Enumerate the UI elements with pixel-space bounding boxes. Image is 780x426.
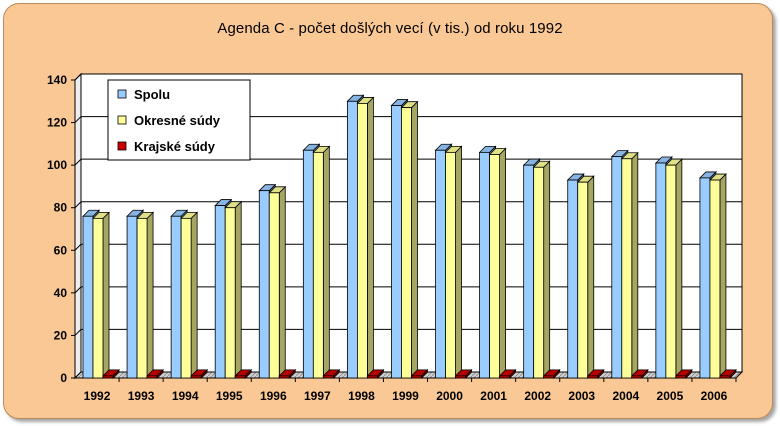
bar-side bbox=[366, 96, 374, 379]
bar bbox=[499, 375, 511, 379]
bar bbox=[258, 190, 270, 379]
x-tick-label: 1998 bbox=[348, 389, 375, 403]
bar bbox=[621, 158, 633, 379]
bar bbox=[479, 151, 491, 379]
bar bbox=[577, 181, 589, 379]
bar-side bbox=[278, 185, 286, 379]
bar bbox=[146, 375, 158, 379]
chart-title: Agenda C - počet došlých vecí (v tis.) o… bbox=[217, 20, 563, 37]
bar bbox=[224, 207, 236, 379]
bar bbox=[92, 217, 104, 379]
y-tick-label: 40 bbox=[54, 286, 68, 300]
x-tick-label: 1995 bbox=[216, 389, 243, 403]
bar-side bbox=[411, 100, 418, 379]
y-tick-label: 100 bbox=[47, 158, 67, 172]
bar bbox=[699, 177, 711, 379]
bar bbox=[567, 179, 579, 379]
legend-box bbox=[107, 79, 251, 161]
bar bbox=[523, 164, 535, 379]
bar bbox=[533, 166, 545, 379]
bar bbox=[302, 149, 314, 379]
y-tick-label: 140 bbox=[47, 73, 67, 87]
bar bbox=[234, 375, 246, 379]
bar bbox=[435, 149, 446, 379]
bar bbox=[611, 156, 623, 379]
bar-side bbox=[102, 211, 110, 379]
legend-swatch bbox=[117, 115, 127, 125]
bar bbox=[665, 164, 677, 379]
bar bbox=[445, 151, 456, 379]
bar bbox=[356, 103, 368, 379]
bar bbox=[631, 375, 643, 379]
y-tick-label: 80 bbox=[54, 201, 68, 215]
bar-side bbox=[499, 147, 507, 379]
bar-side bbox=[146, 211, 154, 379]
bar bbox=[126, 215, 138, 379]
x-tick-label: 2002 bbox=[524, 389, 551, 403]
bar-side bbox=[543, 160, 551, 379]
legend-swatch bbox=[117, 89, 127, 99]
y-tick-label: 20 bbox=[54, 328, 68, 342]
bar-side bbox=[587, 175, 595, 379]
bar bbox=[190, 375, 202, 379]
x-tick-label: 1994 bbox=[172, 389, 199, 403]
bar bbox=[455, 375, 466, 379]
bar bbox=[268, 192, 280, 379]
x-tick-label: 1997 bbox=[304, 389, 331, 403]
bar-side bbox=[322, 145, 330, 379]
y-tick-label: 60 bbox=[54, 243, 68, 257]
x-tick-label: 1996 bbox=[260, 389, 287, 403]
x-tick-label: 1999 bbox=[392, 389, 419, 403]
bar bbox=[180, 217, 192, 379]
bar-side bbox=[234, 200, 242, 379]
x-tick-label: 1992 bbox=[84, 389, 111, 403]
x-tick-label: 2001 bbox=[480, 389, 507, 403]
bar bbox=[543, 375, 555, 379]
bar bbox=[136, 217, 148, 379]
bar bbox=[401, 107, 412, 379]
bar-side bbox=[719, 173, 727, 379]
bar bbox=[675, 375, 687, 379]
legend-label: Spolu bbox=[134, 87, 170, 102]
bar bbox=[719, 375, 731, 379]
x-tick-label: 1993 bbox=[128, 389, 155, 403]
x-tick-label: 2004 bbox=[612, 389, 639, 403]
bar-side bbox=[631, 151, 639, 379]
y-tick-label: 0 bbox=[60, 371, 67, 385]
bar-side bbox=[190, 211, 198, 379]
bar bbox=[346, 100, 358, 379]
x-tick-label: 2005 bbox=[657, 389, 684, 403]
x-tick-label: 2003 bbox=[568, 389, 595, 403]
bar bbox=[489, 154, 501, 379]
bar bbox=[709, 179, 721, 379]
bar bbox=[82, 215, 94, 379]
legend: Spolu Okresné súdy Krajské súdy bbox=[107, 79, 251, 161]
x-tick-label: 2006 bbox=[701, 389, 728, 403]
bar bbox=[170, 215, 182, 379]
wall-border bbox=[80, 73, 743, 372]
legend-swatch bbox=[117, 141, 127, 151]
bar bbox=[312, 151, 324, 379]
bar bbox=[278, 375, 290, 379]
bar bbox=[322, 375, 334, 379]
bar-side bbox=[455, 145, 462, 379]
bar bbox=[655, 162, 667, 379]
bar bbox=[411, 375, 422, 379]
bar bbox=[214, 205, 226, 379]
y-tick-label: 120 bbox=[47, 116, 67, 130]
x-tick-label: 2000 bbox=[436, 389, 463, 403]
bar bbox=[366, 375, 378, 379]
bar bbox=[391, 105, 402, 379]
bar-side bbox=[675, 158, 683, 379]
bar bbox=[102, 375, 114, 379]
legend-label: Krajské súdy bbox=[134, 139, 216, 154]
bar bbox=[587, 375, 599, 379]
legend-label: Okresné súdy bbox=[134, 113, 221, 128]
